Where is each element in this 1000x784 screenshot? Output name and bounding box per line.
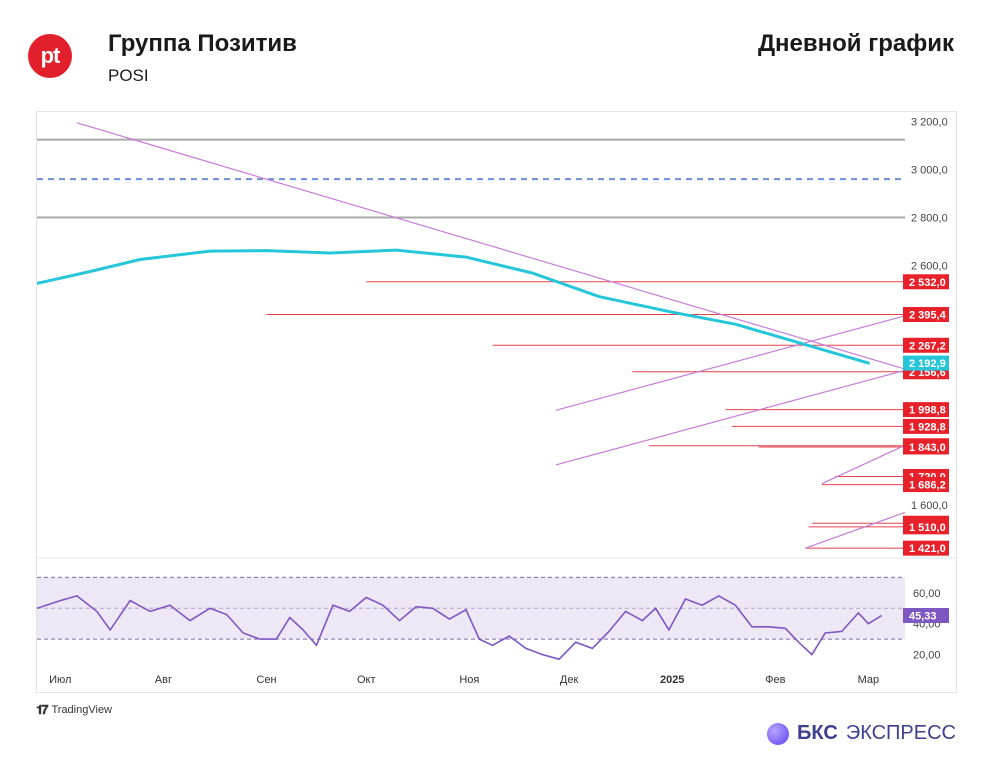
bks-suffix: ЭКСПРЕСС (845, 722, 956, 744)
x-tick-label: Фев (765, 674, 785, 686)
x-tick-label: Дек (560, 674, 579, 686)
rsi-value-label: 45,33 (909, 610, 937, 622)
page-title: Группа Позитив (108, 30, 297, 57)
chart-timeframe-title: Дневной график (757, 30, 954, 57)
price-and-rsi-chart: 3 200,0 3 000,0 2 800,0 2 600,0 1 600,0 60,00… (37, 117, 956, 686)
level-label: 1 421,0 (909, 543, 946, 555)
channel-line (555, 315, 906, 411)
level-label: 1 510,0 (909, 522, 946, 534)
tradingview-icon: 𝟏𝟕 (36, 702, 49, 717)
level-label: 1 686,2 (909, 480, 946, 492)
tradingview-attribution: 𝟏𝟕 TradingView (36, 702, 112, 718)
bks-express-logo: БКС ЭКСПРЕСС (767, 722, 956, 745)
bks-express-icon (767, 722, 790, 745)
level-label-bg (903, 307, 949, 323)
channel-line (555, 369, 906, 466)
level-label: 2 267,2 (909, 340, 946, 352)
level-label: 1 998,8 (909, 405, 946, 417)
channel-line (821, 444, 906, 485)
sma-value-label-bg (903, 355, 949, 371)
level-label: 2 395,4 (909, 310, 947, 322)
y-tick-label: 1 600,0 (911, 500, 948, 512)
chart-frame: 3 200,0 3 000,0 2 800,0 2 600,0 1 600,0 60,00… (36, 111, 957, 693)
rsi-line (37, 594, 883, 661)
rsi-tick-label: 60,00 (913, 588, 941, 600)
level-label-bg (903, 274, 949, 290)
x-tick-label: Сен (256, 674, 276, 686)
channel-line (805, 511, 906, 549)
rsi-value-label-bg (903, 607, 949, 623)
x-tick-label: Окт (357, 674, 376, 686)
level-label-bg (903, 519, 949, 535)
x-tick-label: Мар (858, 674, 880, 686)
level-label-bg (903, 540, 949, 556)
sma-line (37, 248, 870, 365)
bks-name: БКС (797, 722, 838, 744)
level-label-bg (903, 337, 949, 353)
x-tick-label: Ноя (459, 674, 479, 686)
ticker-symbol: POSI (108, 66, 149, 85)
level-label-bg (903, 418, 949, 434)
tradingview-label: TradingView (51, 704, 113, 716)
level-label: 1 928,8 (909, 421, 946, 433)
x-tick-label: 2025 (660, 674, 684, 686)
sma-value-label: 2 192,9 (909, 358, 946, 370)
logo-text: pt (40, 43, 61, 68)
y-tick-label: 3 000,0 (911, 165, 948, 177)
rsi-tick-label: 20,00 (913, 650, 941, 662)
level-label-bg (903, 439, 949, 455)
trend-line (76, 122, 906, 370)
level-label-bg (903, 402, 949, 418)
company-logo: pt (28, 34, 72, 78)
y-tick-label: 3 200,0 (911, 117, 948, 129)
y-tick-label: 2 600,0 (911, 260, 948, 272)
y-tick-label: 2 800,0 (911, 213, 948, 225)
level-label: 1 843,0 (909, 442, 946, 454)
x-tick-label: Авг (155, 674, 172, 686)
x-tick-label: Июл (49, 674, 71, 686)
level-label-bg (903, 477, 949, 493)
level-label: 2 532,0 (909, 277, 946, 289)
